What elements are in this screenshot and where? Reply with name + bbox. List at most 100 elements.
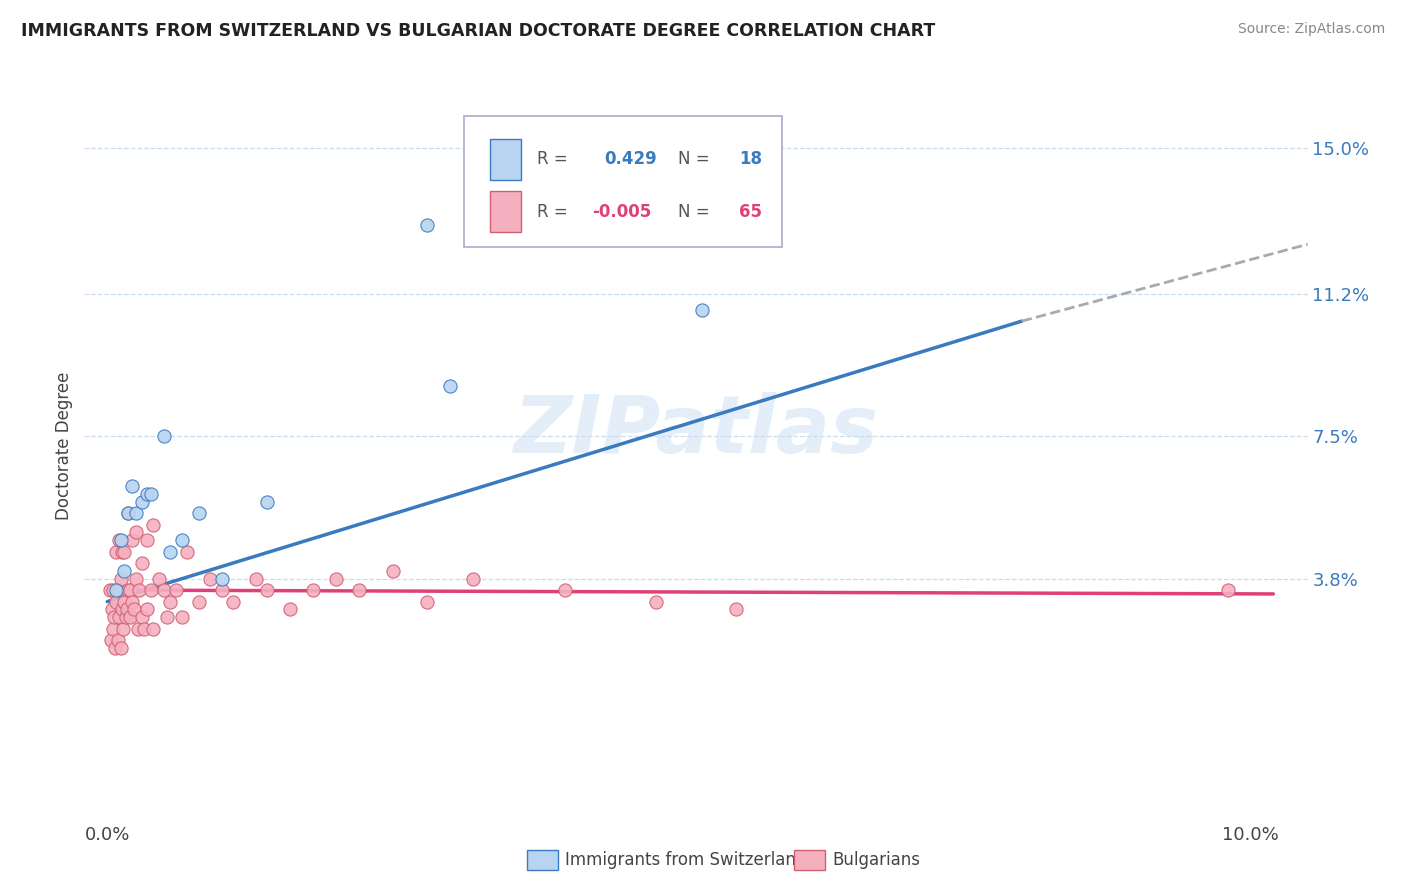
Point — [120, 583, 142, 598]
Point — [148, 572, 170, 586]
Point — [256, 494, 278, 508]
Text: ZIPatlas: ZIPatlas — [513, 392, 879, 470]
Point — [278, 602, 301, 616]
Y-axis label: Doctorate Degree: Doctorate Degree — [55, 372, 73, 520]
Text: 65: 65 — [738, 202, 762, 221]
Point — [382, 564, 405, 578]
Point — [101, 602, 124, 616]
Point — [198, 572, 221, 586]
Point — [724, 602, 747, 616]
Point — [142, 622, 165, 636]
Point — [416, 594, 439, 608]
Point — [1216, 583, 1239, 598]
Point — [170, 533, 193, 548]
FancyBboxPatch shape — [464, 116, 782, 247]
Point — [170, 610, 193, 624]
Point — [103, 610, 125, 624]
Text: N =: N = — [678, 151, 714, 169]
FancyBboxPatch shape — [491, 139, 522, 180]
Point — [112, 544, 135, 558]
Point — [131, 610, 153, 624]
Point — [105, 544, 128, 558]
Point — [110, 640, 132, 655]
FancyBboxPatch shape — [491, 191, 522, 233]
Point — [114, 610, 136, 624]
Text: Bulgarians: Bulgarians — [832, 851, 921, 869]
Point — [105, 594, 128, 608]
Point — [127, 622, 149, 636]
Text: -0.005: -0.005 — [592, 202, 651, 221]
Point — [136, 602, 159, 616]
Point — [110, 533, 132, 548]
Point — [222, 594, 245, 608]
Point — [107, 533, 129, 548]
Text: R =: R = — [537, 202, 574, 221]
Point — [553, 583, 575, 598]
Point — [176, 544, 198, 558]
Point — [256, 583, 278, 598]
Point — [211, 583, 233, 598]
Point — [211, 572, 233, 586]
Text: IMMIGRANTS FROM SWITZERLAND VS BULGARIAN DOCTORATE DEGREE CORRELATION CHART: IMMIGRANTS FROM SWITZERLAND VS BULGARIAN… — [21, 22, 935, 40]
Point — [107, 633, 129, 648]
Point — [101, 583, 124, 598]
Point — [112, 622, 135, 636]
Point — [347, 583, 370, 598]
Point — [122, 602, 145, 616]
Point — [112, 564, 135, 578]
Point — [111, 544, 134, 558]
Point — [690, 302, 713, 317]
Text: Source: ZipAtlas.com: Source: ZipAtlas.com — [1237, 22, 1385, 37]
Point — [112, 594, 135, 608]
Point — [104, 640, 127, 655]
Point — [142, 517, 165, 532]
Point — [139, 487, 162, 501]
Point — [125, 506, 148, 520]
Point — [136, 533, 159, 548]
Point — [125, 525, 148, 540]
Point — [439, 379, 461, 393]
Text: R =: R = — [537, 151, 574, 169]
Point — [107, 583, 129, 598]
Point — [159, 594, 181, 608]
Text: N =: N = — [678, 202, 714, 221]
Point — [139, 583, 162, 598]
Point — [416, 218, 439, 232]
Point — [153, 583, 176, 598]
Point — [117, 506, 139, 520]
Point — [131, 556, 153, 570]
Point — [107, 610, 129, 624]
Point — [117, 506, 139, 520]
Point — [105, 583, 128, 598]
Point — [645, 594, 668, 608]
Point — [117, 583, 139, 598]
Point — [245, 572, 267, 586]
Point — [187, 594, 209, 608]
Point — [187, 506, 209, 520]
Point — [325, 572, 347, 586]
Point — [125, 572, 148, 586]
Point — [159, 544, 181, 558]
Point — [121, 533, 143, 548]
Point — [111, 602, 134, 616]
Point — [120, 610, 142, 624]
Point — [121, 594, 143, 608]
Point — [128, 583, 150, 598]
Point — [461, 572, 484, 586]
Point — [302, 583, 325, 598]
Point — [136, 487, 159, 501]
Point — [156, 610, 179, 624]
Text: Immigrants from Switzerland: Immigrants from Switzerland — [565, 851, 807, 869]
Text: 18: 18 — [738, 151, 762, 169]
Point — [115, 602, 138, 616]
Text: 0.429: 0.429 — [605, 151, 657, 169]
Point — [165, 583, 187, 598]
Point — [121, 479, 143, 493]
Point — [101, 622, 124, 636]
Point — [98, 583, 121, 598]
Point — [153, 429, 176, 443]
Point — [132, 622, 155, 636]
Point — [131, 494, 153, 508]
Point — [110, 572, 132, 586]
Point — [100, 633, 122, 648]
